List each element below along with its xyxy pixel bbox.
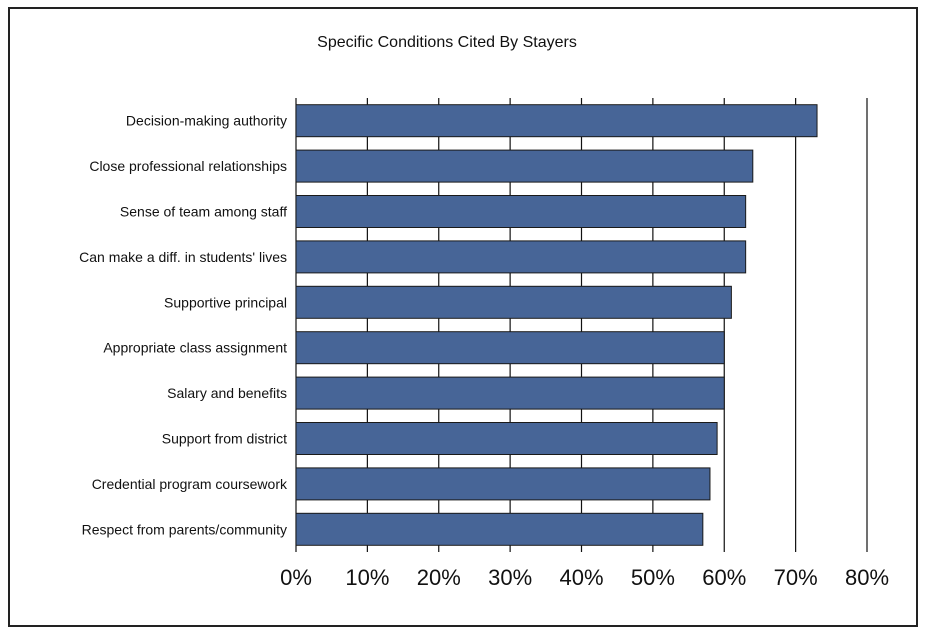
- x-axis-tick-labels: 0% 10% 20% 30% 40% 50% 60% 70% 80%: [280, 565, 889, 590]
- category-label: Respect from parents/community: [82, 521, 287, 537]
- category-label: Salary and benefits: [167, 385, 287, 401]
- bar: [295, 195, 747, 228]
- category-label: Credential program coursework: [92, 476, 288, 492]
- bar: [295, 467, 711, 501]
- bar: [295, 512, 704, 546]
- x-tick-label: 0%: [280, 565, 312, 590]
- bars: [295, 104, 818, 546]
- x-tick-label: 70%: [774, 565, 818, 590]
- category-label: Appropriate class assignment: [103, 340, 287, 356]
- x-tick-label: 80%: [845, 565, 889, 590]
- category-labels: Decision-making authority Close professio…: [79, 113, 288, 538]
- x-tick-label: 60%: [702, 565, 746, 590]
- bar: [295, 149, 754, 183]
- category-label: Supportive principal: [164, 294, 287, 310]
- x-tick-label: 50%: [631, 565, 675, 590]
- category-label: Close professional relationships: [89, 158, 287, 174]
- x-tick-label: 20%: [417, 565, 461, 590]
- x-tick-label: 30%: [488, 565, 532, 590]
- bar: [295, 376, 725, 410]
- bar: [295, 104, 818, 138]
- category-label: Can make a diff. in students' lives: [79, 249, 287, 265]
- bar: [295, 285, 732, 319]
- category-label: Support from district: [162, 431, 287, 447]
- x-tick-label: 10%: [345, 565, 389, 590]
- bar: [295, 331, 725, 365]
- category-label: Decision-making authority: [126, 113, 287, 129]
- category-label: Sense of team among staff: [120, 204, 287, 220]
- bar: [295, 240, 747, 274]
- bar: [295, 422, 718, 455]
- x-tick-label: 40%: [559, 565, 603, 590]
- chart-title: Specific Conditions Cited By Stayers: [317, 34, 577, 51]
